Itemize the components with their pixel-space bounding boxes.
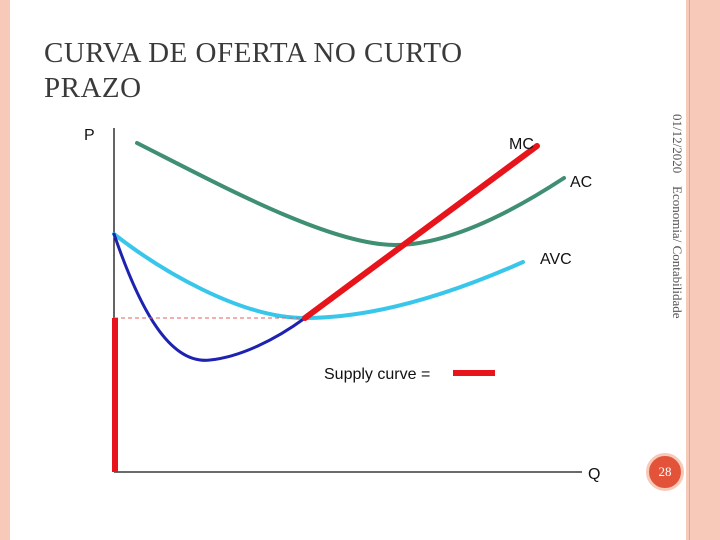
ac-label: AC <box>570 174 592 191</box>
ac-curve <box>135 141 566 248</box>
right-decorative-border <box>686 0 720 540</box>
mc-label: MC <box>509 136 534 153</box>
right-border-line <box>689 0 690 540</box>
slide-organization: Economia/ Contabilidade <box>670 186 685 319</box>
y-axis-label: P <box>84 127 95 144</box>
slide-date: 01/12/2020 <box>670 114 685 174</box>
supply-curve-mc-segment <box>302 143 540 321</box>
slide-title: CURVA DE OFERTA NO CURTO PRAZO <box>44 37 463 104</box>
mc-curve <box>112 144 539 362</box>
page-number-badge: 28 <box>646 453 684 491</box>
supply-legend-label: Supply curve = <box>324 366 430 383</box>
left-decorative-border <box>0 0 10 540</box>
x-axis-label: Q <box>588 466 600 483</box>
avc-label: AVC <box>540 251 572 268</box>
